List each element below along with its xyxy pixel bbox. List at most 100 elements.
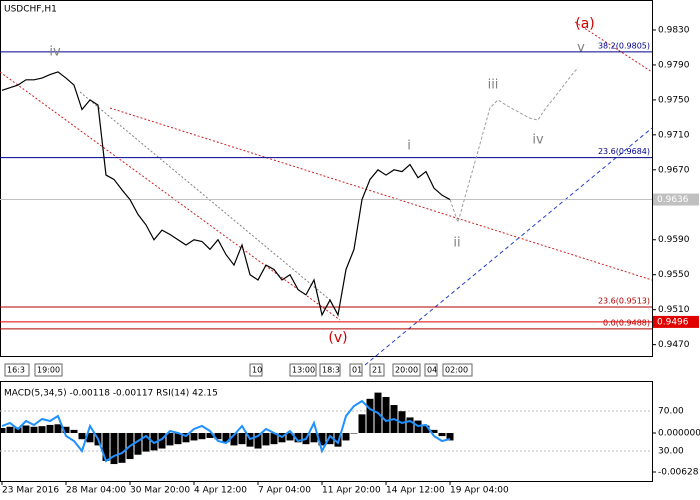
macd-bar [422, 425, 430, 433]
price-tag [653, 193, 699, 206]
trend-line [109, 107, 653, 281]
y-tick-label: 0.9710 [658, 130, 690, 140]
macd-bar [70, 429, 78, 433]
macd-bar [110, 432, 118, 465]
y-tick-label: 0.9670 [658, 165, 690, 175]
macd-bar [190, 432, 198, 441]
macd-bar [30, 426, 38, 433]
level-label: 38.2(0.9805) [598, 41, 650, 50]
time-marker: 19:00 [37, 366, 60, 375]
y-tick-label: 0.9510 [658, 305, 690, 315]
macd-bar [366, 398, 374, 433]
macd-bar [310, 432, 318, 443]
y-tick-label: 0.000000 [658, 428, 700, 438]
macd-bar [286, 432, 294, 441]
macd-bar [22, 425, 30, 433]
wave-label: (v) [328, 330, 347, 346]
wave-label: iv [49, 45, 61, 60]
macd-bar [382, 396, 390, 433]
macd-bar [350, 432, 358, 434]
wave-label: (a) [575, 16, 595, 32]
macd-bar [326, 432, 334, 445]
x-tick-label: 28 Mar 04:00 [66, 486, 126, 496]
rsi-line [1, 399, 451, 463]
y-tick-label: -0.00628 [658, 467, 699, 477]
time-marker-box [369, 363, 385, 377]
projection-line [449, 67, 579, 224]
time-marker: 16:3 [7, 366, 25, 375]
price-tag-label: 0.9636 [657, 195, 689, 205]
macd-bar [78, 432, 86, 440]
wave-label: iii [488, 78, 499, 93]
macd-bar [318, 432, 326, 446]
macd-bar [446, 432, 454, 441]
x-tick-label: 23 Mar 2016 [2, 486, 59, 496]
macd-bar [430, 429, 438, 433]
macd-bar [46, 424, 54, 433]
y2-tick-label: 70.00 [658, 407, 684, 417]
macd-bar [102, 432, 110, 461]
time-marker: 04 [427, 366, 437, 375]
time-marker-box [392, 363, 421, 377]
time-marker: 21 [372, 366, 382, 375]
macd-bar [222, 432, 230, 443]
price-tag-label: 0.9496 [657, 317, 689, 327]
indicator-title: MACD(5,34,5) -0.00118 -0.00117 RSI(14) 4… [4, 389, 218, 399]
y-tick-label: 0.9470 [658, 340, 690, 350]
macd-bar [262, 432, 270, 446]
wave-label: v [577, 41, 585, 56]
time-marker-box [319, 363, 341, 377]
macd-bar [406, 417, 414, 433]
wave-label: iv [532, 133, 544, 148]
macd-bar [182, 432, 190, 443]
macd-bar [214, 432, 222, 440]
time-marker: 18:3 [322, 366, 340, 375]
macd-bar [198, 432, 206, 440]
level-label: 0.0(0.9488) [603, 318, 650, 327]
time-marker: 02:00 [445, 366, 468, 375]
time-marker-box [249, 363, 263, 377]
macd-bar [270, 432, 278, 445]
macd-bar [62, 426, 70, 433]
macd-bar [254, 432, 262, 449]
macd-bar [294, 432, 302, 443]
time-marker-box [424, 363, 438, 377]
wave-label: ii [453, 236, 460, 251]
x-tick-label: 19 Apr 04:00 [450, 486, 509, 496]
y-tick-label: 0.9590 [658, 235, 690, 245]
macd-bar [358, 414, 366, 433]
macd-bar [38, 426, 46, 433]
macd-bar [230, 432, 238, 446]
macd-bar [54, 424, 62, 433]
x-tick-label: 14 Apr 12:00 [386, 486, 445, 496]
y-tick-label: 0.9550 [658, 270, 690, 280]
x-tick-label: 4 Apr 12:00 [194, 486, 247, 496]
macd-bar [166, 432, 174, 446]
macd-bar [134, 432, 142, 455]
x-tick-label: 7 Apr 04:00 [258, 486, 311, 496]
macd-bar [206, 432, 214, 438]
chart-title: USDCHF,H1 [4, 5, 57, 15]
wave-label: i [407, 139, 411, 154]
time-marker: 20:00 [395, 366, 418, 375]
main-panel [0, 0, 653, 357]
macd-bar [158, 432, 166, 449]
y-tick-label: 0.9790 [658, 60, 690, 70]
macd-bar [342, 432, 350, 441]
price-line-series [1, 71, 451, 317]
y-tick-label: 0.9750 [658, 95, 690, 105]
macd-bar [0, 428, 6, 433]
level-label: 23.6(0.9513) [598, 297, 650, 306]
level-label: 23.6(0.9684) [598, 147, 650, 156]
y-tick-label: 0.9830 [658, 25, 690, 35]
trend-line [364, 127, 653, 366]
time-marker-box [442, 363, 473, 377]
trend-line [574, 21, 653, 73]
y2-tick-label: 30.00 [658, 447, 684, 457]
time-marker-box [34, 363, 63, 377]
time-marker: 01 [352, 366, 362, 375]
macd-bar [86, 432, 94, 443]
time-marker-box [349, 363, 363, 377]
